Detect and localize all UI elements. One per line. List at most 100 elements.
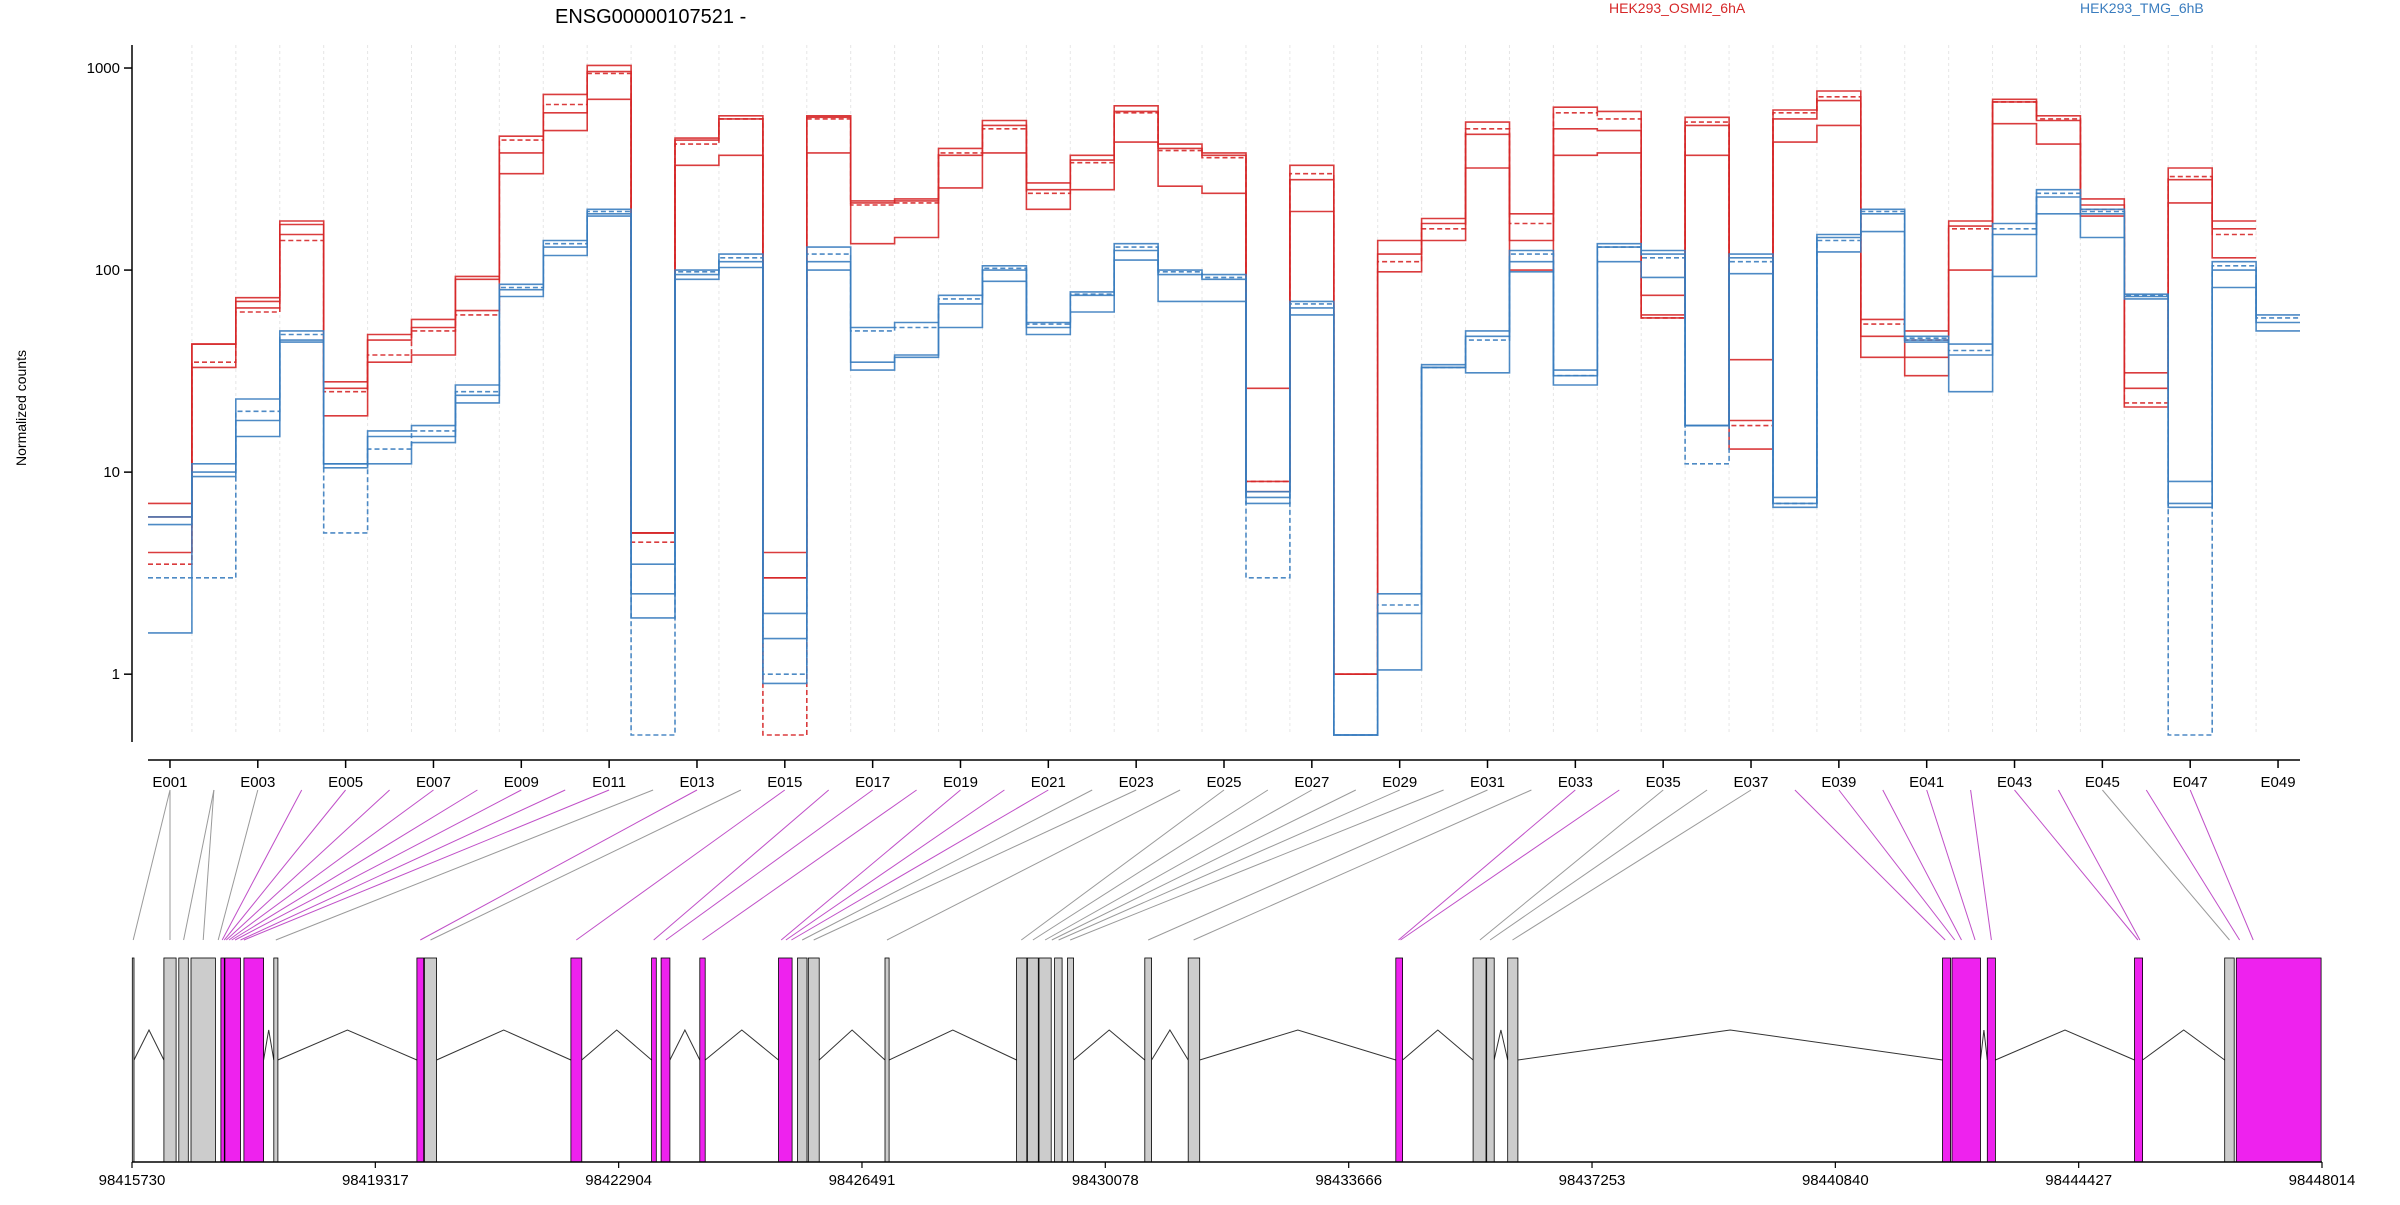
- x-tick-label: E015: [767, 774, 802, 791]
- x-tick-label: E025: [1206, 774, 1241, 791]
- exon-block: [699, 957, 706, 1163]
- exon-connector-line: [217, 789, 259, 941]
- exon-block: [243, 957, 264, 1163]
- exon-connector-line: [225, 789, 390, 941]
- exon-block: [178, 957, 189, 1163]
- x-tick-label: E039: [1821, 774, 1856, 791]
- intron-line: [704, 1029, 779, 1061]
- legend-label-tmg: HEK293_TMG_6hB: [2080, 0, 2204, 16]
- exon-block: [1986, 957, 1996, 1163]
- exon-connector-line: [231, 789, 478, 941]
- exon-connector-line: [1400, 789, 1620, 941]
- y-axis-label: Normalized counts: [13, 350, 29, 466]
- series-line-osmi2-2: [148, 98, 2257, 675]
- exon-connector-line: [1058, 789, 1400, 941]
- exon-block: [570, 957, 583, 1163]
- x-tick-label: E045: [2085, 774, 2120, 791]
- intron-line: [436, 1029, 572, 1061]
- chart-title: ENSG00000107521 -: [555, 6, 746, 28]
- exon-connector-line: [801, 789, 1093, 941]
- exon-connector-line: [1398, 789, 1576, 941]
- exon-connector-line: [1479, 789, 1664, 941]
- x-tick-label: E037: [1733, 774, 1768, 791]
- exon-block: [1507, 957, 1519, 1163]
- y-tick-label: 100: [95, 262, 120, 279]
- intron-line: [1995, 1029, 2135, 1061]
- exon-block: [2224, 957, 2235, 1163]
- exon-block: [660, 957, 671, 1163]
- exon-connector-line: [1032, 789, 1269, 941]
- x-tick-label: E005: [328, 774, 363, 791]
- y-tick-label: 1000: [87, 60, 120, 77]
- x-tick-label: E009: [504, 774, 539, 791]
- exon-block: [1187, 957, 1201, 1163]
- exon-connector-line: [420, 789, 698, 941]
- intron-line: [581, 1029, 652, 1061]
- exon-connector-line: [791, 789, 1049, 941]
- x-tick-label: E029: [1382, 774, 1417, 791]
- exon-block: [224, 957, 241, 1163]
- intron-line: [669, 1028, 701, 1061]
- exon-block: [1486, 957, 1495, 1163]
- exon-block: [423, 957, 437, 1163]
- exon-connector-line: [1970, 789, 1992, 941]
- exon-connector-line: [228, 789, 434, 941]
- intron-line: [1980, 1029, 1988, 1061]
- exon-block: [807, 957, 820, 1163]
- exon-connector-line: [2102, 789, 2230, 941]
- x-tick-label: E035: [1646, 774, 1681, 791]
- exon-connector-line: [785, 789, 1005, 941]
- series-line-tmg-6: [148, 213, 2300, 736]
- exon-connector-line: [1794, 789, 1946, 941]
- genomic-tick-label: 98433666: [1315, 1172, 1382, 1189]
- genomic-tick-label: 98440840: [1802, 1172, 1869, 1189]
- exon-block: [163, 957, 177, 1163]
- intron-line: [1199, 1029, 1396, 1061]
- intron-line: [818, 1029, 886, 1061]
- x-tick-label: E011: [592, 774, 626, 791]
- legend-label-osmi2: HEK293_OSMI2_6hA: [1609, 0, 1746, 16]
- intron-line: [1517, 1029, 1943, 1061]
- exon-connector-line: [183, 789, 215, 941]
- genomic-tick-label: 98444427: [2045, 1172, 2112, 1189]
- exon-block: [651, 957, 657, 1163]
- exon-block: [1951, 957, 1981, 1163]
- exon-connector-line: [1021, 789, 1225, 941]
- exon-connector-line: [653, 789, 830, 941]
- exon-connector-line: [780, 789, 961, 941]
- exon-block: [797, 957, 808, 1163]
- x-tick-label: E001: [152, 774, 187, 791]
- exon-block: [1067, 957, 1074, 1163]
- exon-block: [1027, 957, 1039, 1163]
- exon-connector-line: [275, 789, 654, 941]
- exon-connector-line: [1044, 789, 1313, 941]
- x-tick-label: E007: [416, 774, 451, 791]
- series-lines: [148, 64, 2300, 736]
- x-tick-label: E031: [1470, 774, 1505, 791]
- intron-line: [277, 1029, 418, 1061]
- exon-connector-line: [1051, 789, 1357, 941]
- x-tick-label: E047: [2173, 774, 2208, 791]
- gene-model: 98415730 98419317 98422904 98426491 98430078…: [99, 957, 2356, 1189]
- genomic-tick-label: 98448014: [2289, 1172, 2356, 1189]
- exon-connector-line: [1070, 789, 1444, 941]
- exon-block: [1016, 957, 1028, 1163]
- exon-connector-line: [1926, 789, 1976, 941]
- exon-connector-line: [702, 789, 917, 941]
- exon-block: [190, 957, 216, 1163]
- exon-connector-line: [430, 789, 742, 941]
- intron-line: [1402, 1029, 1474, 1061]
- exon-connector-line: [240, 789, 566, 941]
- intron-line: [1151, 1029, 1189, 1061]
- exon-block: [1038, 957, 1052, 1163]
- exon-block: [1395, 957, 1404, 1163]
- axes: 1000 100 10 1 E001 E003 E005 E007 E009 E011 E013 E0…: [87, 45, 2300, 791]
- x-tick-label: E041: [1909, 774, 1944, 791]
- exon-block: [1054, 957, 1063, 1163]
- intron-line: [1493, 1029, 1509, 1061]
- x-tick-label: E049: [2261, 774, 2296, 791]
- genomic-tick-label: 98437253: [1559, 1172, 1626, 1189]
- x-tick-label: E019: [943, 774, 978, 791]
- exon-connector-line: [223, 789, 346, 941]
